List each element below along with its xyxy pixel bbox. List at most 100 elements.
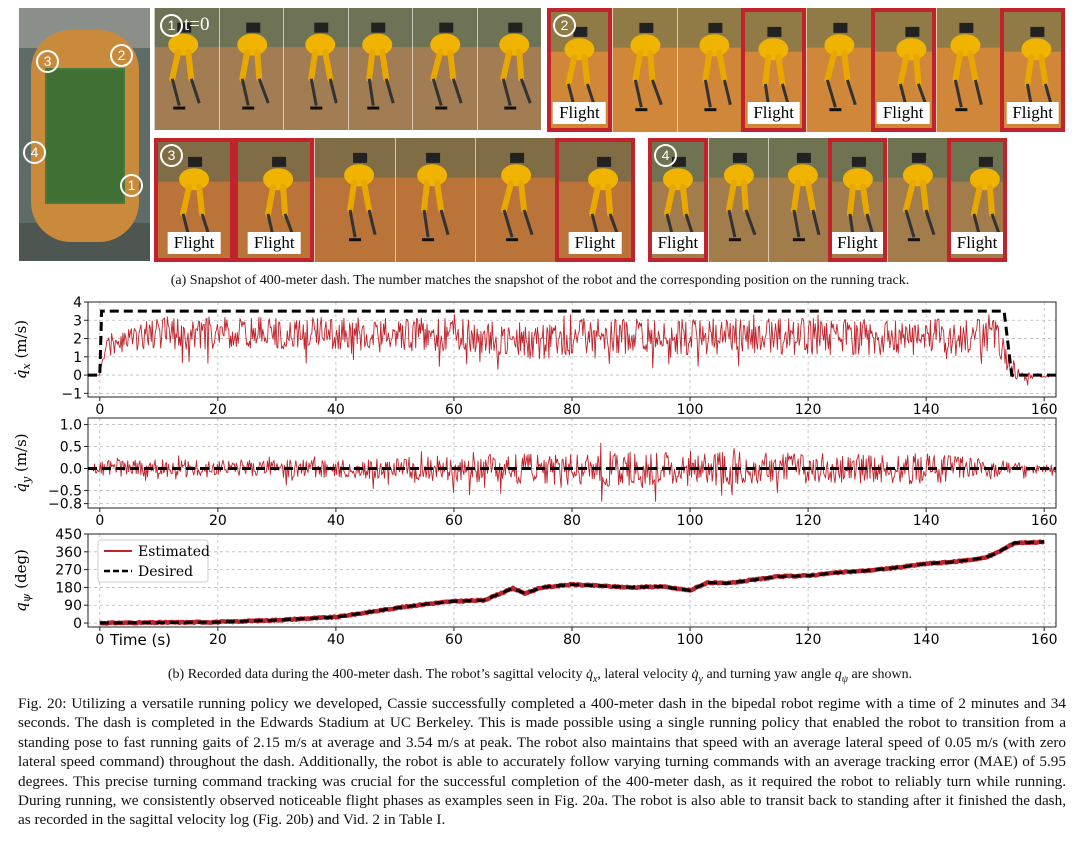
velocity-yaw-charts: 0 20 40 60 80 100 120 140 160 −1 0 1 2 3 4 q̇x (m/s) 0 20…	[12, 295, 1058, 649]
strip2-number: 2	[553, 14, 576, 37]
strip2-frame	[611, 8, 678, 132]
estimated-series-line	[88, 314, 1056, 386]
caption-b-part4: are shown.	[847, 667, 913, 682]
strip3-frame: Flight	[234, 138, 315, 262]
strip1-frame	[283, 8, 349, 130]
y-tick-label: 180	[55, 580, 82, 596]
y-axis-label: qψ (deg)	[12, 549, 33, 612]
strip4-frame: Flight	[947, 138, 1007, 262]
x-tick-label: 160	[1031, 402, 1058, 418]
legend-desired-label: Desired	[138, 564, 193, 580]
robot-image	[348, 8, 413, 130]
strip4-frame	[767, 138, 829, 262]
strip4-frame	[887, 138, 949, 262]
y-tick-label: −0.8	[48, 497, 82, 513]
strip3-frame: Flight	[554, 138, 635, 262]
y-axis-label: q̇x (m/s)	[12, 320, 33, 379]
strip2-frame	[935, 8, 1002, 132]
strip1-frame	[154, 8, 220, 130]
caption-b-sym-psi: q	[834, 667, 842, 682]
x-tick-label: 80	[563, 513, 581, 529]
caption-b-sub-x: x	[592, 673, 598, 685]
flight-label: Flight	[1006, 102, 1059, 124]
x-tick-label: 0	[95, 513, 104, 529]
desired-series-line	[99, 540, 1045, 625]
x-tick-label: 140	[913, 402, 940, 418]
strip4-frame: Flight	[827, 138, 888, 262]
strip4-frame: Flight	[648, 138, 708, 262]
y-tick-label: −0.5	[48, 483, 82, 499]
map-marker-4: 4	[23, 141, 46, 164]
x-tick-label: 100	[677, 513, 704, 529]
strip3-frame	[314, 138, 396, 262]
x-tick-label: 20	[209, 632, 227, 648]
flight-label: Flight	[247, 232, 301, 254]
x-tick-label: 40	[327, 402, 345, 418]
snapshot-strip-3: Flight Flight	[154, 138, 635, 262]
panel-a-caption: (a) Snapshot of 400-meter dash. The numb…	[170, 273, 910, 288]
y-tick-label: 0	[73, 368, 82, 384]
caption-b-part3: and turning yaw angle	[702, 667, 835, 682]
robot-image	[475, 138, 556, 262]
x-tick-label: 60	[445, 402, 463, 418]
x-tick-label: 100	[677, 402, 704, 418]
robot-image	[708, 138, 769, 262]
caption-b-part2: , lateral velocity	[597, 667, 692, 682]
strip3-number: 3	[160, 144, 183, 167]
y-tick-label: 90	[64, 598, 82, 614]
chart-2: 0 20 40 60 80 100 120 140 160 −0.8−0.5 0.0 0.5 1.0 q̇…	[12, 417, 1058, 529]
flight-label: Flight	[876, 102, 930, 124]
strip4-frame	[707, 138, 769, 262]
x-tick-label: 40	[327, 632, 345, 648]
x-tick-label: 140	[913, 632, 940, 648]
strip2-frame: Flight	[1000, 8, 1065, 132]
robot-image	[677, 8, 743, 132]
x-tick-label: 100	[677, 632, 704, 648]
x-tick-label: 80	[563, 632, 581, 648]
y-tick-label: 450	[55, 527, 82, 543]
x-tick-label: 80	[563, 402, 581, 418]
x-tick-label: 20	[209, 402, 227, 418]
y-tick-label: 3	[73, 313, 82, 329]
caption-b-sub-psi: ψ	[841, 673, 848, 685]
robot-image	[219, 8, 284, 130]
x-tick-label: 120	[795, 632, 822, 648]
strip1-frame	[218, 8, 284, 130]
x-tick-label: 0	[95, 402, 104, 418]
strip3-frame	[394, 138, 476, 262]
flight-label: Flight	[568, 232, 622, 254]
y-tick-label: 4	[73, 295, 82, 311]
x-tick-label: 0	[95, 632, 104, 648]
time-zero-label: t=0	[184, 14, 210, 35]
strip2-frame: Flight	[741, 8, 806, 132]
snapshot-strip-2: Flight Flight	[547, 8, 1065, 132]
flight-label: Flight	[651, 232, 704, 254]
robot-image	[936, 8, 1002, 132]
robot-image	[477, 8, 541, 130]
flight-label: Flight	[167, 232, 221, 254]
strip1-number: 1	[160, 14, 183, 37]
snapshot-strip-4: Flight Flight	[648, 138, 1007, 262]
robot-image	[807, 8, 872, 132]
robot-image	[888, 138, 949, 262]
flight-label: Flight	[747, 102, 800, 124]
robot-image	[155, 8, 220, 130]
x-tick-label: 160	[1031, 632, 1058, 648]
robot-image	[284, 8, 349, 130]
strip1-frame	[347, 8, 413, 130]
map-marker-1: 1	[120, 174, 143, 197]
panel-b-caption: (b) Recorded data during the 400-meter d…	[0, 667, 1080, 685]
y-tick-label: 1	[73, 350, 82, 366]
map-marker-3: 3	[36, 50, 59, 73]
x-axis-label: Time (s)	[109, 631, 171, 649]
robot-image	[612, 8, 678, 132]
x-tick-label: 140	[913, 513, 940, 529]
map-marker-2: 2	[110, 44, 133, 67]
caption-b-sym-y: q̇	[691, 667, 699, 682]
robot-image	[413, 8, 478, 130]
y-tick-label: −1	[61, 386, 82, 402]
estimated-series-line	[87, 442, 1057, 502]
x-tick-label: 60	[445, 513, 463, 529]
desired-series-line	[88, 309, 1056, 377]
